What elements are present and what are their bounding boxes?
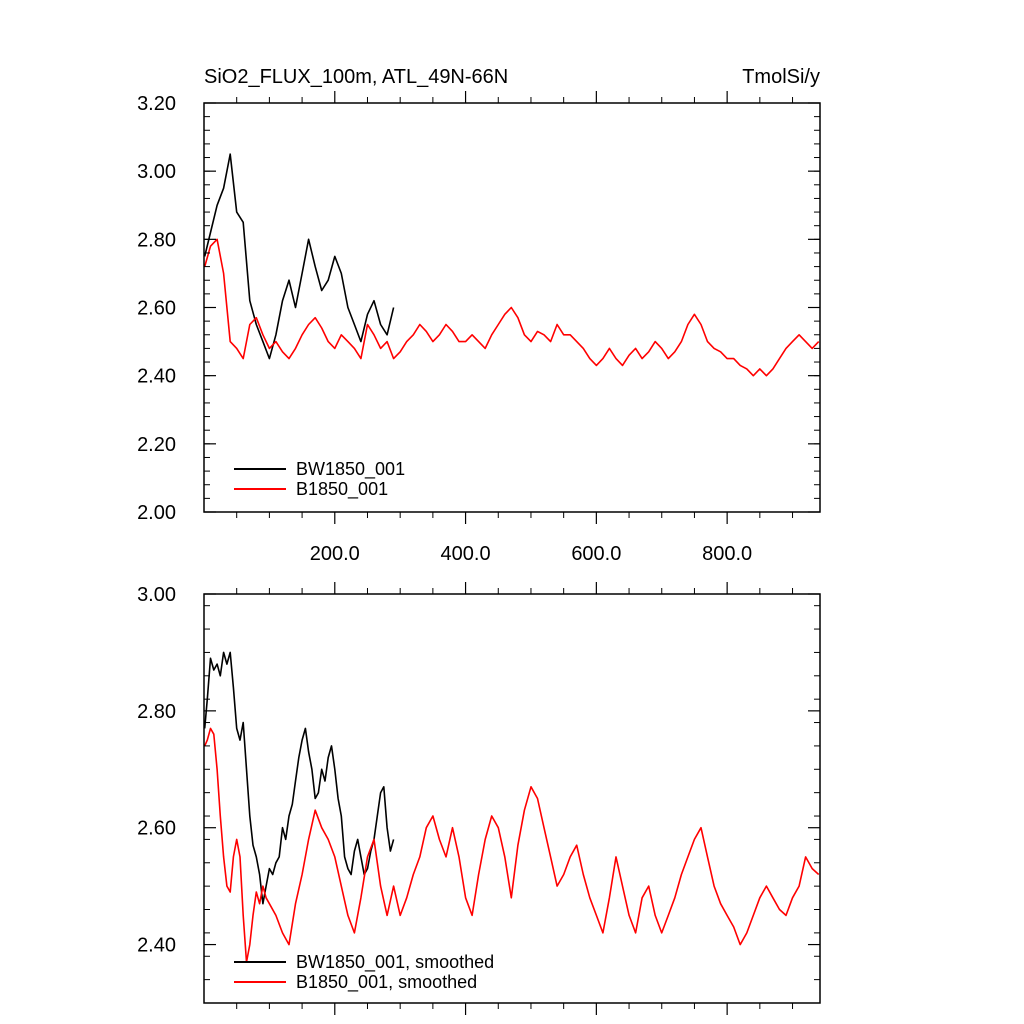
legend-label-b1850: B1850_001 [296, 479, 388, 500]
series-line-0 [203, 651, 395, 905]
y-tick-label: 2.20 [137, 434, 176, 456]
top-panel: SiO2_FLUX_100m, ATL_49N-66N TmolSi/y 2.0… [137, 66, 821, 565]
legend-label-bw1850: BW1850_001 [296, 459, 405, 480]
x-tick-label: 200.0 [310, 543, 360, 565]
x-tick-label: 400.0 [441, 543, 491, 565]
bottom-panel-series-group [203, 651, 820, 963]
y-tick-label: 2.80 [137, 701, 176, 723]
top-panel-title: SiO2_FLUX_100m, ATL_49N-66N [204, 66, 508, 88]
y-tick-label: 3.20 [137, 93, 176, 115]
x-tick-label: 600.0 [571, 543, 621, 565]
legend-label-b1850-smoothed: B1850_001, smoothed [296, 972, 477, 993]
bottom-panel: 2.40 2.60 2.80 3.00 BW1850_001, smoothed B1… [137, 582, 821, 1015]
bottom-panel-ticks: 2.40 2.60 2.80 3.00 [137, 582, 820, 1015]
x-tick-label: 800.0 [702, 543, 752, 565]
series-line-0 [203, 153, 395, 360]
y-tick-label: 2.60 [137, 298, 176, 320]
y-tick-label: 2.80 [137, 229, 176, 251]
y-tick-label: 3.00 [137, 584, 176, 606]
top-panel-ticks: 2.00 2.20 2.40 2.60 2.80 3.00 3.20 200.0 400.0 60… [137, 91, 820, 565]
y-tick-label: 2.00 [137, 502, 176, 524]
y-tick-label: 2.40 [137, 366, 176, 388]
top-panel-series-group [203, 153, 820, 377]
bottom-panel-legend: BW1850_001, smoothed B1850_001, smoothed [234, 952, 494, 993]
y-tick-label: 3.00 [137, 161, 176, 183]
bottom-panel-plot-frame [203, 593, 821, 1004]
legend-label-bw1850-smoothed: BW1850_001, smoothed [296, 952, 494, 973]
top-panel-units: TmolSi/y [742, 66, 820, 88]
series-line-1 [203, 238, 820, 377]
y-tick-label: 2.60 [137, 818, 176, 840]
top-panel-legend: BW1850_001 B1850_001 [234, 459, 405, 500]
y-tick-label: 2.40 [137, 935, 176, 957]
series-line-1 [203, 727, 820, 963]
